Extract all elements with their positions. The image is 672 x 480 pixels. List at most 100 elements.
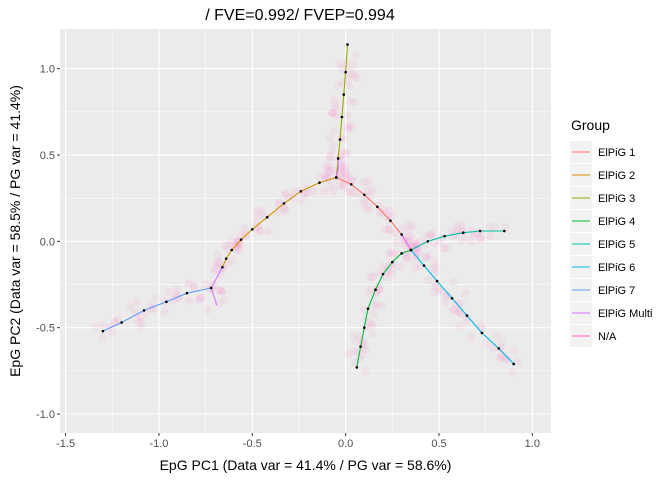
data-point [338,166,348,176]
data-point [402,253,411,262]
legend-label: ElPiG 7 [598,285,635,297]
data-point [325,153,335,162]
data-point [347,123,357,132]
data-point [429,288,439,297]
data-point [385,226,394,235]
data-point [475,234,485,244]
data-point [196,292,206,302]
data-point [255,226,264,236]
data-point [349,188,358,197]
data-point [281,189,291,198]
data-point [210,265,219,275]
data-point [489,344,498,353]
legend-label: ElPiG 4 [598,216,635,228]
graph-node [359,345,362,348]
data-point [332,101,341,111]
data-point [368,309,378,319]
graph-node [265,215,269,219]
data-point [240,224,249,233]
data-point [233,235,243,245]
graph-node [443,234,446,238]
data-point [384,249,394,258]
plot-panel [60,29,551,433]
graph-node [230,248,234,252]
data-point [486,232,495,241]
graph-node [165,300,168,304]
data-point [212,259,222,269]
data-point [431,282,440,291]
data-point [113,315,123,324]
data-point [196,293,205,303]
data-point [352,73,361,83]
data-point [224,240,234,249]
data-point [468,226,477,235]
graph-node [366,307,370,310]
data-point [338,64,348,73]
legend-item: N/A [570,325,617,347]
data-point [509,346,519,355]
data-point [392,238,401,248]
data-point [335,181,344,190]
series-line-elpig-6 [410,249,515,365]
data-point [351,71,360,80]
data-point [274,199,284,208]
data-point [368,320,377,330]
y-tick-label: -0.5 [36,323,55,335]
data-point [349,331,359,341]
data-point [334,59,343,68]
data-point [242,232,251,241]
data-point [328,108,337,117]
graph-node [101,329,105,333]
data-point [429,264,438,274]
data-point [446,227,456,236]
data-point [404,237,413,247]
x-tick-label: 0.5 [431,438,446,450]
data-point [379,261,388,271]
data-point [408,239,417,248]
data-point [336,134,346,143]
data-point [461,289,470,298]
data-point [280,191,290,200]
data-point [449,277,458,287]
data-point [333,81,343,90]
data-point [434,285,443,294]
data-point [402,251,412,260]
data-point [338,156,347,165]
data-point [151,294,161,303]
y-axis-title: EpG PC2 (Data var = 58.5% / PG var = 41.… [7,85,23,377]
data-point [254,222,263,231]
data-point [345,97,354,107]
data-point [281,206,290,215]
data-point [410,254,420,263]
data-point [214,299,224,308]
data-point [461,234,470,243]
legend-item: ElPiG Multi [570,302,652,324]
data-point [368,329,377,339]
graph-node [376,205,379,209]
data-point [430,278,440,288]
data-point [338,181,347,190]
data-point [328,140,338,150]
data-point [347,70,356,79]
data-point [220,295,229,305]
data-point [424,275,433,285]
legend-item: ElPiG 7 [570,279,635,301]
data-point [218,287,227,296]
data-point [215,285,225,295]
legend-label: ElPiG 2 [598,170,635,182]
data-point [430,238,439,248]
data-point [344,350,354,359]
data-point [390,229,400,238]
data-point [430,258,439,267]
data-point [452,221,462,230]
data-point [450,305,459,315]
data-point [342,170,352,179]
data-point [231,239,240,248]
data-point [496,343,506,353]
data-point [233,246,243,255]
data-point [350,357,359,367]
data-point [374,269,383,278]
data-point [274,198,284,208]
data-point [108,329,117,338]
data-point [255,226,265,235]
